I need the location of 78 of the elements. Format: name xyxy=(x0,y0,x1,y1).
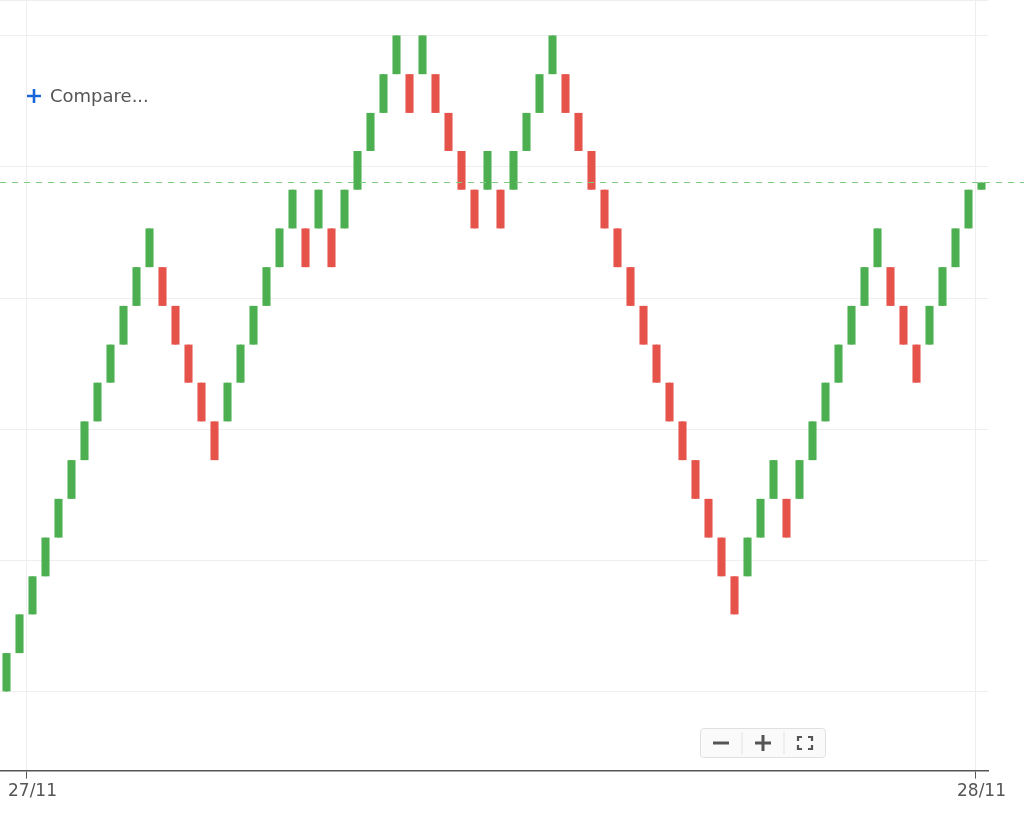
candlestick xyxy=(301,227,310,268)
candlestick xyxy=(418,34,427,75)
candlestick xyxy=(899,305,908,346)
candlestick xyxy=(561,73,570,114)
candlestick xyxy=(132,266,141,307)
candlestick xyxy=(756,498,765,539)
candlestick xyxy=(743,536,752,578)
candlestick xyxy=(873,227,882,268)
candlestick xyxy=(496,188,505,230)
candlestick xyxy=(444,112,453,152)
candlestick xyxy=(964,188,973,230)
candlestick xyxy=(548,34,557,75)
candlestick xyxy=(860,266,869,307)
candlestick xyxy=(80,420,89,461)
candlestick xyxy=(600,188,609,230)
candlestick xyxy=(184,343,193,384)
candlestick xyxy=(821,381,830,423)
candlestick xyxy=(509,150,518,191)
candlestick xyxy=(2,652,11,693)
candlestick xyxy=(470,188,479,230)
candlestick xyxy=(847,305,856,346)
candlestick xyxy=(327,227,336,268)
candlestick xyxy=(808,420,817,461)
candlestick xyxy=(457,150,466,191)
candlestick xyxy=(340,188,349,230)
candlestick xyxy=(249,305,258,346)
candlestick xyxy=(93,381,102,423)
candlestick xyxy=(366,112,375,152)
candlestick xyxy=(912,343,921,384)
candlestick xyxy=(67,459,76,500)
candlestick xyxy=(678,420,687,461)
candlestick xyxy=(405,73,414,114)
candlestick xyxy=(704,498,713,539)
candlestick xyxy=(613,227,622,268)
candlestick xyxy=(587,150,596,191)
candlestick xyxy=(795,459,804,500)
candlestick xyxy=(158,266,167,307)
candlestick xyxy=(262,266,271,307)
candlestick xyxy=(28,575,37,616)
candlestick xyxy=(106,343,115,384)
candlestick xyxy=(938,266,947,307)
candlestick xyxy=(15,613,24,654)
candlestick xyxy=(431,73,440,114)
candlestick xyxy=(535,73,544,114)
candlestick xyxy=(54,498,63,539)
candlestick xyxy=(353,150,362,191)
candlestick xyxy=(951,227,960,268)
candlestick xyxy=(223,381,232,423)
candlestick xyxy=(886,266,895,307)
candlestick xyxy=(782,498,791,539)
candlestick xyxy=(925,305,934,346)
candlestick xyxy=(639,305,648,346)
candlestick xyxy=(314,188,323,230)
candlestick xyxy=(769,459,778,500)
candlestick xyxy=(236,343,245,384)
candlestick xyxy=(665,381,674,423)
candlestick xyxy=(574,112,583,152)
candlestick xyxy=(41,536,50,578)
candlestick xyxy=(834,343,843,384)
candlestick xyxy=(119,305,128,346)
candlestick xyxy=(626,266,635,307)
candlestick xyxy=(717,536,726,578)
candlestick xyxy=(392,34,401,75)
annotation: Compare... xyxy=(50,85,149,106)
candlestick xyxy=(691,459,700,500)
candlestick xyxy=(379,73,388,114)
x-tick-label: 28/11 xyxy=(957,780,1006,801)
candlestick xyxy=(730,575,739,616)
candlestick xyxy=(288,188,297,230)
candlestick xyxy=(145,227,154,268)
candlestick xyxy=(275,227,284,268)
candlestick xyxy=(210,420,219,461)
candlestick xyxy=(652,343,661,384)
candlestick xyxy=(483,150,492,191)
candlestick xyxy=(171,305,180,346)
candlestick xyxy=(197,381,206,423)
x-tick-label: 27/11 xyxy=(8,780,57,801)
candlestick xyxy=(522,112,531,152)
